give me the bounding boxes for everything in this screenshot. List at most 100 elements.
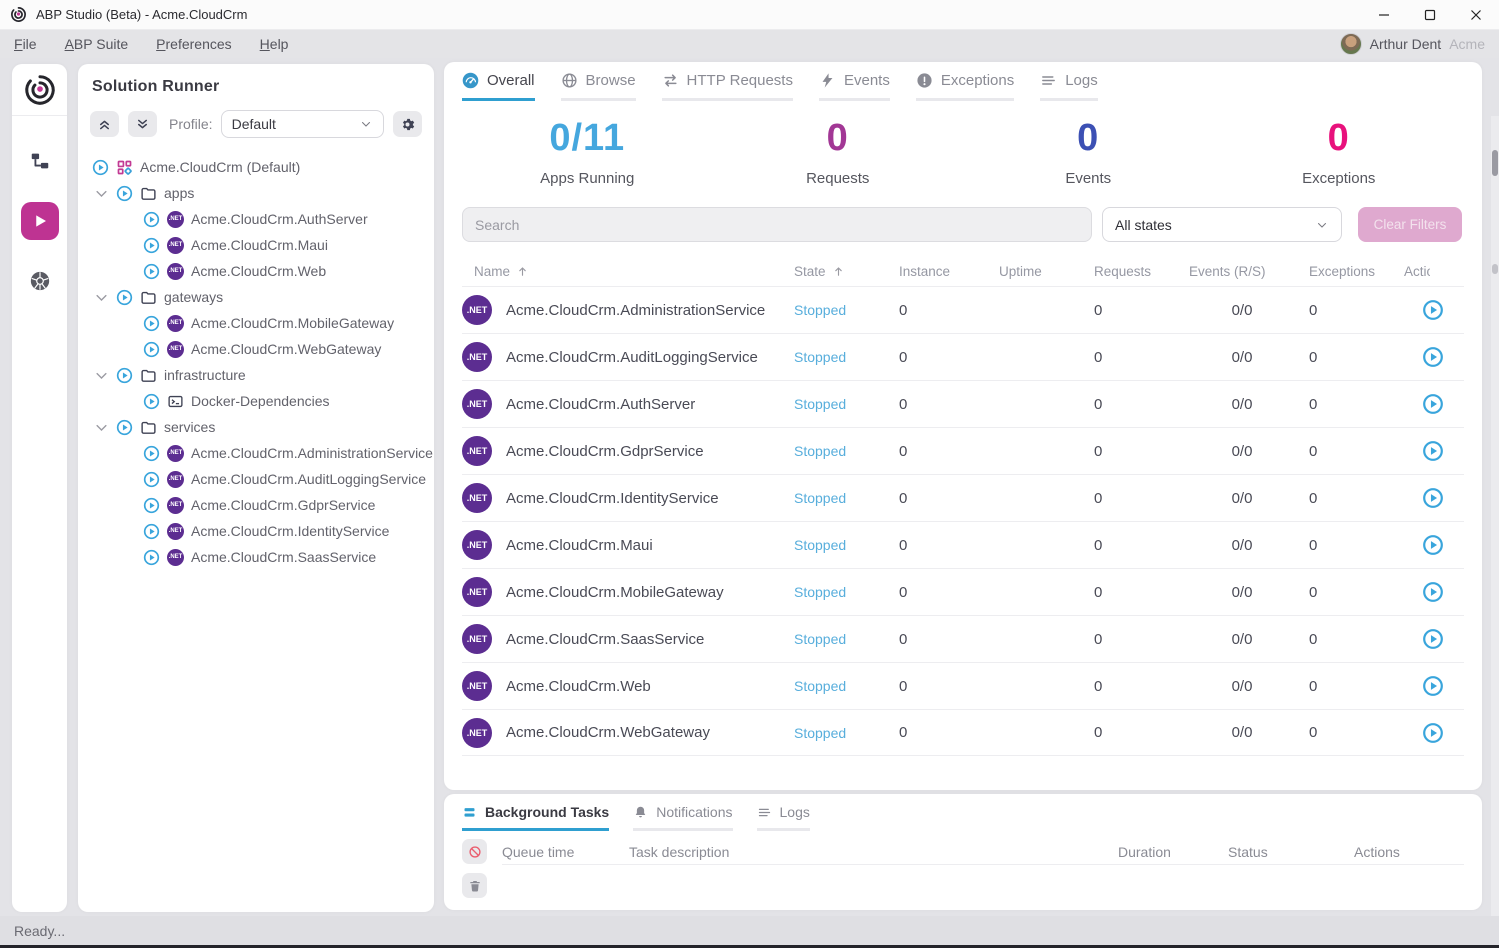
start-app-button[interactable] — [1422, 298, 1446, 322]
play-icon[interactable] — [116, 289, 133, 306]
close-button[interactable] — [1453, 0, 1499, 29]
expand-all-button[interactable] — [128, 111, 157, 137]
tree-node-infrastructure[interactable]: infrastructure — [90, 362, 422, 388]
start-app-button[interactable] — [1422, 439, 1446, 463]
tree-node-acme-cloudcrm-gdprservice[interactable]: .NET Acme.CloudCrm.GdprService — [90, 492, 422, 518]
tree-node-acme-cloudcrm-auditloggingservice[interactable]: .NET Acme.CloudCrm.AuditLoggingService — [90, 466, 426, 492]
tab-label: Events — [843, 72, 890, 89]
play-icon[interactable] — [143, 523, 160, 540]
tab-events[interactable]: Events — [818, 72, 890, 101]
tree-node-acme-cloudcrm-mobilegateway[interactable]: .NET Acme.CloudCrm.MobileGateway — [90, 310, 422, 336]
clear-filters-button[interactable]: Clear Filters — [1358, 207, 1462, 242]
app-name-cell: .NET Acme.CloudCrm.WebGateway — [462, 717, 794, 748]
play-icon[interactable] — [143, 445, 160, 462]
bottom-tab-background-tasks[interactable]: Background Tasks — [462, 804, 610, 831]
start-app-button[interactable] — [1422, 533, 1446, 557]
start-app-button[interactable] — [1422, 345, 1446, 369]
dotnet-icon: .NET — [167, 496, 184, 514]
app-name-cell: .NET Acme.CloudCrm.Maui — [462, 530, 794, 560]
tree-node-acme-cloudcrm-web[interactable]: .NET Acme.CloudCrm.Web — [90, 258, 422, 284]
menu-item-file[interactable]: File — [14, 36, 37, 52]
column-header-act[interactable]: Actions — [1404, 264, 1464, 279]
tab-overall[interactable]: Overall — [462, 72, 535, 101]
column-header-name[interactable]: Name — [462, 264, 794, 279]
dotnet-icon: .NET — [167, 522, 184, 540]
column-header-uptime[interactable]: Uptime — [999, 264, 1094, 279]
start-app-button[interactable] — [1422, 580, 1446, 604]
state-filter-value: All states — [1115, 216, 1172, 233]
play-icon[interactable] — [143, 471, 160, 488]
column-header-events[interactable]: Events (R/S) — [1189, 264, 1309, 279]
tree-node-gateways[interactable]: gateways — [90, 284, 422, 310]
tab-browse[interactable]: Browse — [560, 72, 636, 101]
cancel-tasks-button[interactable] — [462, 839, 487, 864]
play-icon[interactable] — [116, 419, 133, 436]
play-icon[interactable] — [116, 185, 133, 202]
state-filter-select[interactable]: All states — [1102, 207, 1342, 242]
tab-exceptions[interactable]: Exceptions — [915, 72, 1015, 101]
menu-item-help[interactable]: Help — [259, 36, 289, 52]
chevron-down-icon[interactable] — [94, 368, 109, 383]
app-instance: 0 — [899, 630, 908, 648]
folder-icon — [140, 185, 157, 202]
column-header-instance[interactable]: Instance — [899, 264, 999, 279]
maximize-button[interactable] — [1407, 0, 1453, 29]
start-app-button[interactable] — [1422, 674, 1446, 698]
tree-node-apps[interactable]: apps — [90, 180, 422, 206]
user-area[interactable]: Arthur Dent Acme — [1339, 33, 1485, 55]
tree-node-services[interactable]: services — [90, 414, 422, 440]
start-app-button[interactable] — [1422, 721, 1446, 745]
clear-tasks-button[interactable] — [462, 873, 487, 898]
bottom-tab-notifications[interactable]: Notifications — [633, 804, 733, 831]
tree-node-acme-cloudcrm-webgateway[interactable]: .NET Acme.CloudCrm.WebGateway — [90, 336, 422, 362]
play-icon[interactable] — [143, 315, 160, 332]
search-input[interactable] — [462, 207, 1092, 242]
runner-settings-button[interactable] — [393, 111, 422, 137]
tab-http-requests[interactable]: HTTP Requests — [661, 72, 793, 101]
tree-node-docker-dependencies[interactable]: Docker-Dependencies — [90, 388, 422, 414]
folder-icon — [140, 367, 157, 384]
minimize-button[interactable] — [1361, 0, 1407, 29]
play-icon[interactable] — [143, 393, 160, 410]
rail-solution-runner-button[interactable] — [20, 202, 59, 240]
play-icon[interactable] — [92, 159, 109, 176]
menu-item-abp-suite[interactable]: ABP Suite — [64, 36, 129, 52]
scrollbar-thumb[interactable] — [1492, 150, 1498, 176]
app-actions-cell — [1404, 580, 1464, 604]
chevron-down-icon[interactable] — [94, 186, 109, 201]
start-app-button[interactable] — [1422, 392, 1446, 416]
app-name: Acme.CloudCrm.AuditLoggingService — [506, 348, 758, 366]
app-exceptions: 0 — [1309, 489, 1318, 507]
tree-node-acme-cloudcrm-default[interactable]: Acme.CloudCrm (Default) — [90, 154, 422, 180]
bottom-tab-logs[interactable]: Logs — [756, 804, 810, 831]
tree-node-acme-cloudcrm-saasservice[interactable]: .NET Acme.CloudCrm.SaasService — [90, 544, 422, 570]
play-icon[interactable] — [143, 341, 160, 358]
profile-select[interactable]: Default — [220, 110, 384, 138]
dotnet-icon: .NET — [462, 483, 492, 513]
column-header-state[interactable]: State — [794, 264, 899, 279]
rail-solution-explorer-button[interactable] — [21, 142, 59, 180]
rail-kubernetes-button[interactable] — [21, 262, 59, 300]
play-icon[interactable] — [143, 263, 160, 280]
collapse-all-button[interactable] — [90, 111, 119, 137]
tree-node-acme-cloudcrm-authserver[interactable]: .NET Acme.CloudCrm.AuthServer — [90, 206, 422, 232]
play-icon[interactable] — [143, 549, 160, 566]
play-icon[interactable] — [143, 237, 160, 254]
menu-item-preferences[interactable]: Preferences — [156, 36, 232, 52]
tab-logs[interactable]: Logs — [1040, 72, 1098, 101]
tree-node-acme-cloudcrm-maui[interactable]: .NET Acme.CloudCrm.Maui — [90, 232, 422, 258]
user-avatar[interactable] — [1339, 33, 1362, 55]
tree-node-acme-cloudcrm-identityservice[interactable]: .NET Acme.CloudCrm.IdentityService — [90, 518, 422, 544]
play-icon[interactable] — [143, 497, 160, 514]
chevron-down-icon[interactable] — [94, 290, 109, 305]
column-header-requests[interactable]: Requests — [1094, 264, 1189, 279]
column-header-exceptions[interactable]: Exceptions — [1309, 264, 1404, 279]
tree-node-acme-cloudcrm-administrationservice[interactable]: .NET Acme.CloudCrm.AdministrationService — [90, 440, 433, 466]
chevron-down-icon[interactable] — [94, 420, 109, 435]
start-app-button[interactable] — [1422, 486, 1446, 510]
play-icon[interactable] — [143, 211, 160, 228]
vertical-scrollbar[interactable] — [1491, 116, 1499, 948]
start-app-button[interactable] — [1422, 627, 1446, 651]
play-icon[interactable] — [116, 367, 133, 384]
app-actions-cell — [1404, 486, 1464, 510]
